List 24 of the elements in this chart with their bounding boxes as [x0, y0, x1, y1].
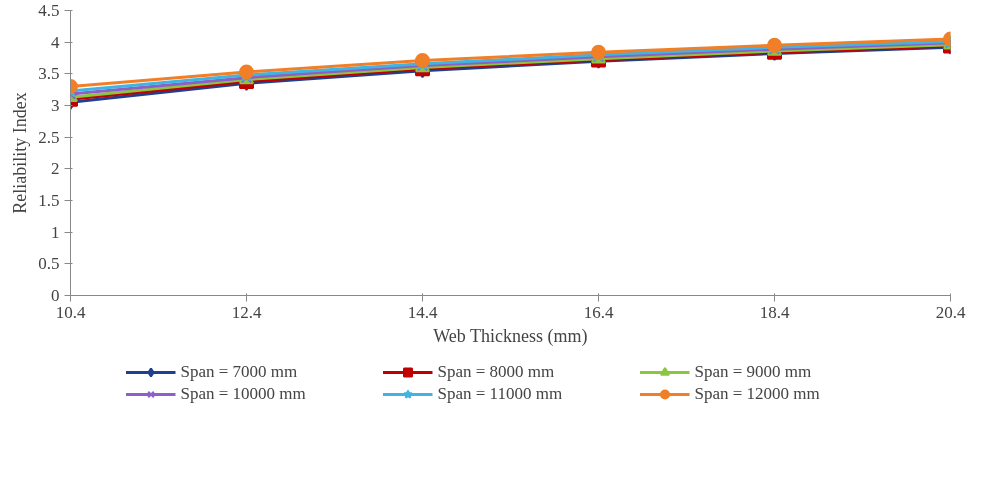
legend-label: Span = 9000 mm	[694, 362, 813, 382]
y-axis-title: Reliability Index	[10, 92, 31, 214]
legend-label: Span = 8000 mm	[437, 362, 556, 382]
y-tick-label: 3.5	[38, 64, 60, 84]
x-tick-label: 20.4	[935, 302, 966, 322]
y-tick-label: 0.5	[38, 254, 60, 274]
legend-label: Span = 11000 mm	[437, 384, 564, 404]
x-tick-label: 16.4	[583, 302, 614, 322]
y-tick-label: 4	[51, 32, 60, 52]
y-tick-label: 1	[51, 222, 60, 242]
x-axis-title: Web Thickness (mm)	[433, 325, 588, 347]
y-tick-label: 0	[51, 286, 60, 305]
y-tick-label: 1.5	[38, 191, 60, 210]
x-tick-label: 10.4	[55, 302, 86, 322]
y-tick-label: 2	[51, 159, 60, 179]
y-tick-label: 3	[51, 96, 60, 115]
y-tick-label: 2.5	[38, 127, 60, 147]
x-tick-label: 14.4	[407, 302, 438, 322]
x-tick-label: 18.4	[759, 302, 790, 322]
y-tick-label: 4.5	[38, 1, 60, 20]
x-tick-label: 12.4	[231, 302, 262, 322]
legend-label: Span = 10000 mm	[180, 384, 307, 404]
legend-label: Span = 7000 mm	[180, 362, 299, 382]
legend-label: Span = 12000 mm	[694, 384, 821, 404]
